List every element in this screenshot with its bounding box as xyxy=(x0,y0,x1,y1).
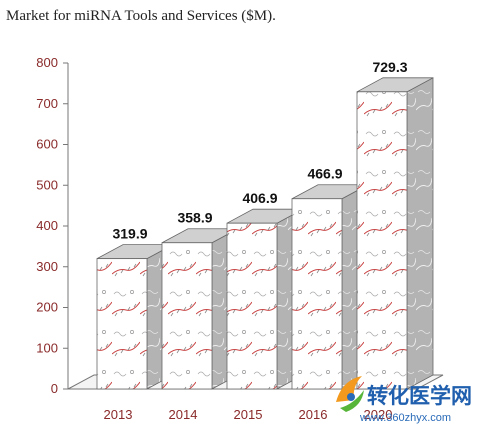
bar-front-face xyxy=(226,222,278,390)
bar-front-face xyxy=(96,258,148,390)
x-tick-label: 2015 xyxy=(234,407,263,422)
data-label: 466.9 xyxy=(307,166,342,182)
y-tick-label: 600 xyxy=(36,137,58,152)
y-tick-label: 300 xyxy=(36,259,58,274)
watermark-text: 转化医学网 xyxy=(367,384,472,408)
y-tick-label: 200 xyxy=(36,300,58,315)
y-tick-label: 100 xyxy=(36,340,58,355)
bar xyxy=(356,77,434,390)
y-tick-label: 500 xyxy=(36,177,58,192)
watermark: 转化医学网 www.360zhyx.com xyxy=(336,376,472,424)
data-label: 729.3 xyxy=(372,59,407,75)
x-tick-label: 2020 xyxy=(364,407,393,422)
x-tick-label: 2016 xyxy=(299,407,328,422)
chart-title: Market for miRNA Tools and Services ($M)… xyxy=(6,8,276,24)
data-label: 406.9 xyxy=(242,190,277,206)
bar-front-face xyxy=(161,242,213,390)
data-labels: 319.9 358.9 406.9 466.9 729.3 xyxy=(112,59,407,242)
bar-front-face xyxy=(356,91,408,390)
watermark-url: www.360zhyx.com xyxy=(359,412,451,424)
x-axis-ticks: 2013 2014 2015 2016 2020 xyxy=(104,407,393,422)
data-label: 319.9 xyxy=(112,226,147,242)
y-tick-label: 700 xyxy=(36,96,58,111)
watermark-logo xyxy=(336,376,364,412)
y-tick-label: 400 xyxy=(36,218,58,233)
y-tick-label: 800 xyxy=(36,55,58,70)
bar-front-face xyxy=(291,198,343,390)
bar-side-face xyxy=(406,77,434,390)
x-tick-label: 2013 xyxy=(104,407,133,422)
y-axis-ticks: 0 100 200 300 400 500 600 700 800 xyxy=(36,55,68,396)
y-tick-label: 0 xyxy=(51,381,58,396)
data-label: 358.9 xyxy=(177,210,212,226)
bar xyxy=(96,243,174,390)
bars xyxy=(96,77,434,390)
x-tick-label: 2014 xyxy=(169,407,198,422)
